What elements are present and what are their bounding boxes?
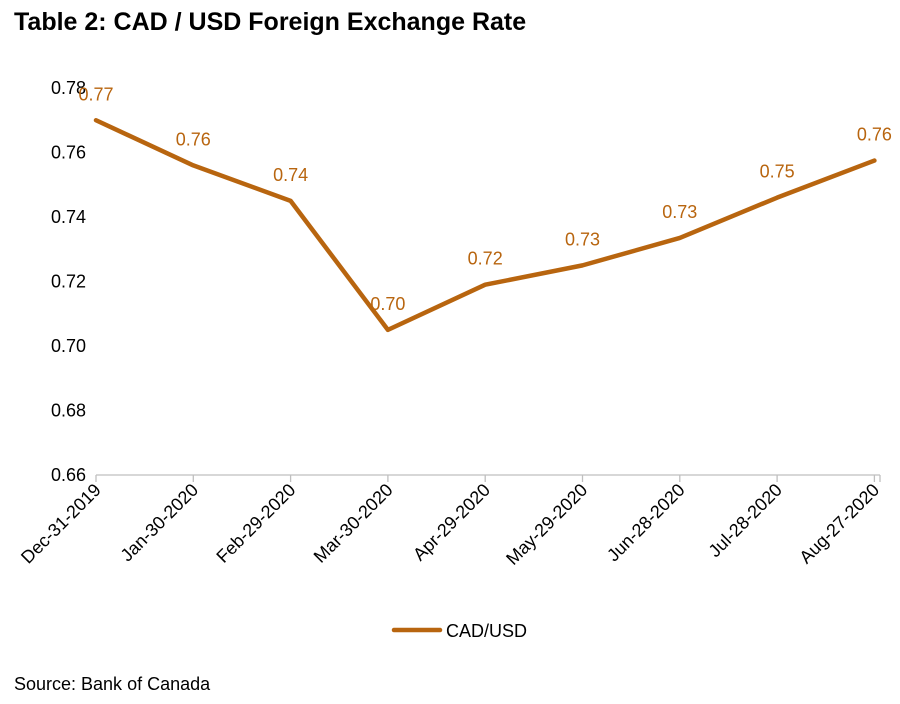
y-tick-label: 0.74 — [51, 207, 86, 227]
y-axis-tick-labels: 0.66 0.68 0.70 0.72 0.74 0.76 0.78 — [51, 78, 86, 485]
y-tick-label: 0.66 — [51, 465, 86, 485]
data-label: 0.73 — [565, 229, 600, 249]
y-tick-label: 0.78 — [51, 78, 86, 98]
legend-label: CAD/USD — [446, 621, 527, 641]
x-axis — [95, 474, 881, 482]
data-label: 0.73 — [662, 202, 697, 222]
x-tick-label: May-29-2020 — [502, 480, 591, 569]
y-tick-label: 0.72 — [51, 272, 86, 292]
data-label: 0.74 — [273, 165, 308, 185]
y-tick-label: 0.70 — [51, 336, 86, 356]
legend: CAD/USD — [391, 621, 527, 641]
chart-title: Table 2: CAD / USD Foreign Exchange Rate — [14, 8, 527, 36]
series-cad-usd — [93, 118, 877, 333]
x-tick-label: Jul-28-2020 — [705, 480, 786, 561]
data-label: 0.76 — [176, 129, 211, 149]
x-tick-label: Mar-30-2020 — [310, 480, 397, 567]
x-tick-label: Dec-31-2019 — [17, 480, 105, 568]
series-line — [93, 118, 877, 333]
x-tick-label: Aug-27-2020 — [795, 480, 883, 568]
source-note: Source: Bank of Canada — [14, 674, 211, 694]
x-tick-label: Feb-29-2020 — [212, 480, 299, 567]
x-axis-tick-labels: Dec-31-2019 Jan-30-2020 Feb-29-2020 Mar-30-… — [17, 480, 883, 569]
y-tick-label: 0.76 — [51, 143, 86, 163]
data-label: 0.77 — [78, 84, 113, 104]
data-label: 0.72 — [468, 249, 503, 269]
x-tick-label: Jan-30-2020 — [117, 480, 203, 566]
data-labels: 0.77 0.76 0.74 0.70 0.72 0.73 0.73 0.75 0.76 — [78, 84, 891, 314]
x-tick-label: Apr-29-2020 — [409, 480, 494, 565]
data-label: 0.70 — [370, 294, 405, 314]
data-label: 0.75 — [760, 162, 795, 182]
x-tick-label: Jun-28-2020 — [603, 480, 689, 566]
data-label: 0.76 — [857, 125, 892, 145]
y-tick-label: 0.68 — [51, 401, 86, 421]
